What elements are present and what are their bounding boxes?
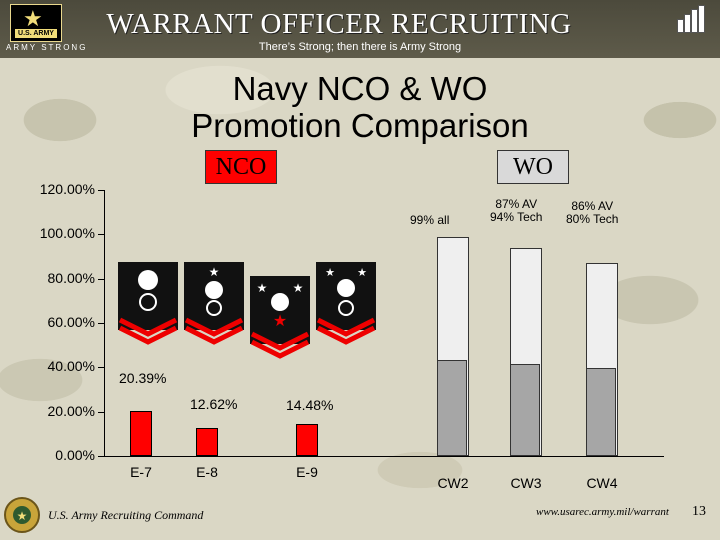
wo-label-line-1: 87% AV [495,197,538,211]
svg-text:★: ★ [273,313,287,330]
master-chief-insignia-icon: ★ ★ [314,262,378,346]
page-title: Navy NCO & WO Promotion Comparison [150,70,570,144]
y-tick-mark [98,278,104,280]
nco-label: NCO [205,150,277,184]
y-tick-label: 60.00% [47,314,95,330]
y-axis-line [104,190,105,456]
logo-text: U.S. ARMY [15,29,57,38]
wo-rank-insignia [586,367,616,456]
slide-header: ★ U.S. ARMY ARMY STRONG WARRANT OFFICER … [0,0,720,58]
e9-insignia-icon: ★ ★ ★ [248,276,312,360]
title-line-2: Promotion Comparison [191,107,529,144]
svg-text:★: ★ [293,281,304,295]
x-tick-label: CW2 [437,475,469,491]
y-tick-mark [98,456,104,457]
wo-label-line-1: 99% all [410,213,450,227]
wo-label-line-1: 86% AV [571,199,614,213]
y-tick-mark [98,234,104,236]
wo-label-line-2: 80% Tech [566,212,619,226]
y-tick-mark [98,411,104,413]
footer-url[interactable]: www.usarec.army.mil/warrant [536,506,669,518]
title-line-1: Navy NCO & WO [232,70,488,107]
x-axis-line [104,456,664,457]
wo-label-line-2: 94% Tech [490,210,543,224]
y-tick-mark [98,367,104,369]
wo-bar [437,236,469,456]
wo-value-label: 99% all [410,214,449,227]
svg-text:★: ★ [357,267,367,279]
wo-rank-insignia [510,363,540,456]
grid-logo-icon [677,5,705,33]
y-tick-label: 20.00% [47,402,95,419]
nco-bar [296,423,318,456]
nco-value-label: 14.48% [286,397,334,413]
nco-bar [130,410,152,456]
svg-text:★: ★ [17,509,28,523]
x-tick-label: E-8 [196,464,218,480]
star-icon: ★ [23,6,43,31]
army-logo: ★ U.S. ARMY [10,4,62,42]
x-tick-label: E-7 [130,464,152,480]
y-tick-mark [98,190,104,191]
nco-bar [196,428,218,456]
wo-bar [510,247,542,456]
x-tick-label: CW4 [586,475,618,491]
y-tick-label: 80.00% [47,269,95,286]
wo-bar [586,263,618,456]
wo-value-label: 87% AV 94% Tech [490,198,542,224]
wo-label: WO [497,150,569,184]
wo-value-label: 86% AV 80% Tech [566,200,618,226]
e8-insignia-icon: ★ [182,262,246,346]
y-tick-mark [98,323,104,324]
x-tick-label: CW3 [510,475,542,491]
y-tick-label: 0.00% [55,447,95,463]
header-title: WARRANT OFFICER RECRUITING [106,8,572,40]
x-tick-label: E-9 [296,464,318,480]
page-number: 13 [692,504,706,519]
army-strong-slogan: ARMY STRONG [6,43,88,52]
header-tagline: There’s Strong; then there is Army Stron… [258,41,462,53]
y-tick-label: 100.00% [39,225,95,242]
y-tick-label: 40.00% [47,358,95,375]
svg-text:★: ★ [325,267,335,279]
e7-insignia-icon [116,262,180,346]
y-tick-label: 120.00% [39,181,95,197]
wo-rank-insignia [437,359,467,456]
svg-text:★: ★ [209,265,220,279]
footer-command: U.S. Army Recruiting Command [48,508,204,522]
nco-value-label: 12.62% [190,396,238,412]
svg-text:★: ★ [257,281,268,295]
recruiting-command-emblem-icon: ★ [4,496,40,534]
nco-value-label: 20.39% [119,370,167,386]
